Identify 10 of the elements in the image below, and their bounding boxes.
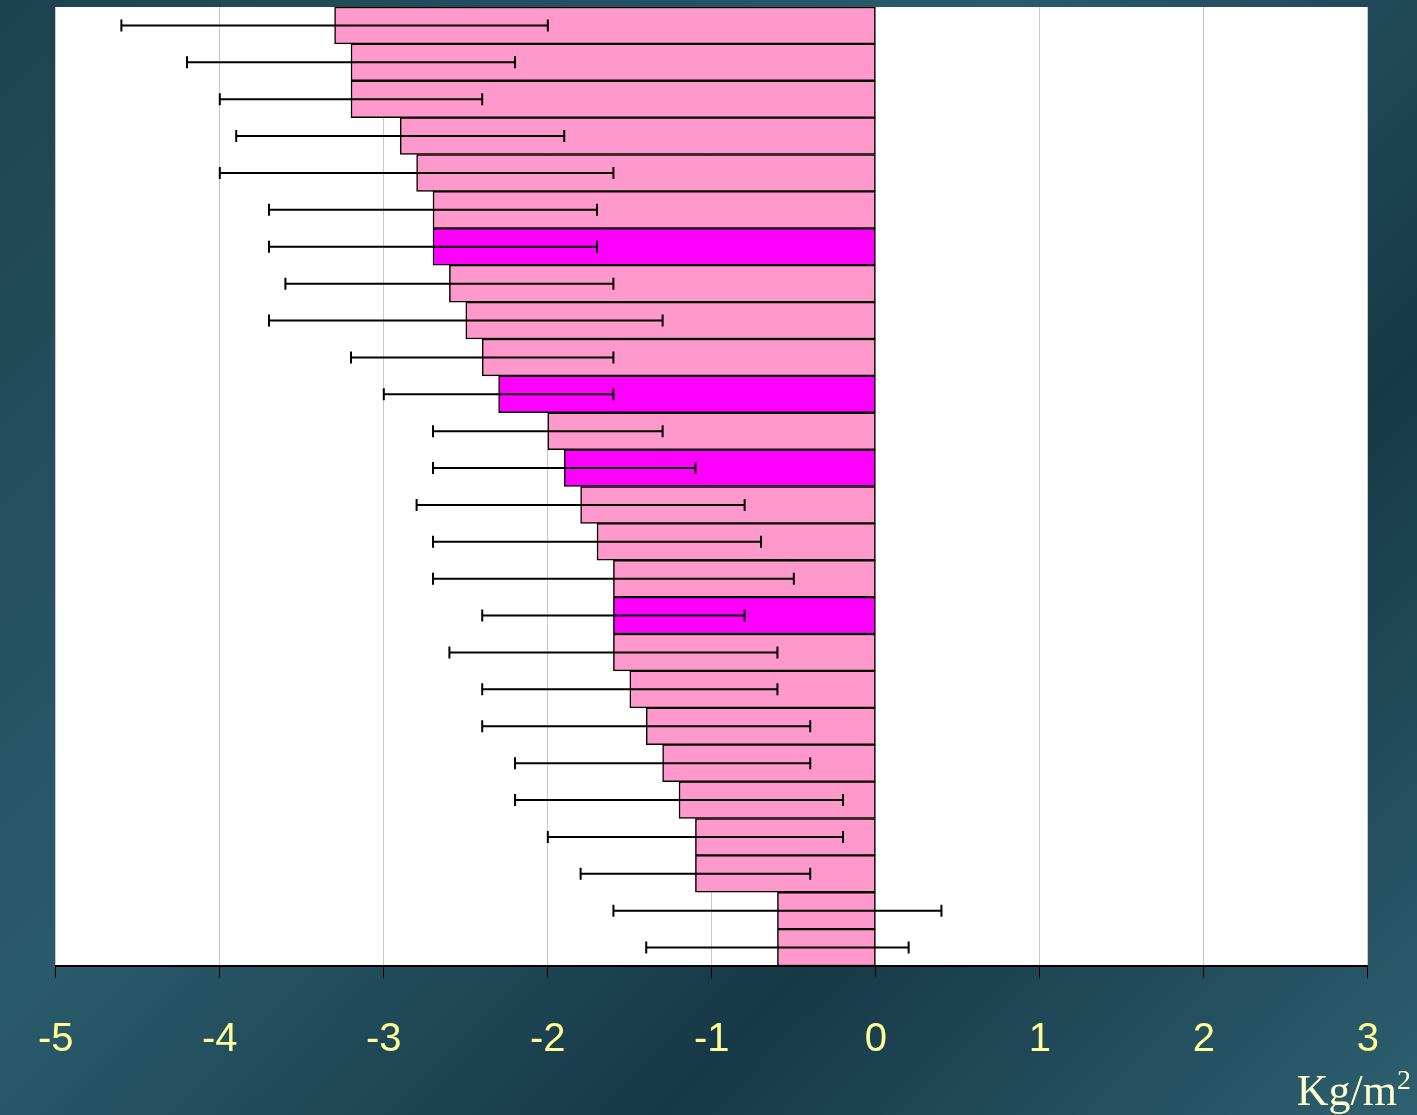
x-tick-label: -5	[37, 1015, 74, 1060]
x-tick-label: -3	[366, 1015, 402, 1060]
x-tick-label: -1	[694, 1015, 730, 1060]
x-tick-label: -4	[202, 1015, 238, 1060]
x-tick-label: 0	[864, 1015, 887, 1060]
x-tick-label: 2	[1192, 1015, 1215, 1060]
x-axis-title: Kg/m$^{2}$	[1296, 1064, 1411, 1115]
x-tick-label: -2	[530, 1015, 566, 1060]
x-tick-label: 3	[1356, 1015, 1379, 1060]
x-tick-label: 1	[1028, 1015, 1051, 1060]
